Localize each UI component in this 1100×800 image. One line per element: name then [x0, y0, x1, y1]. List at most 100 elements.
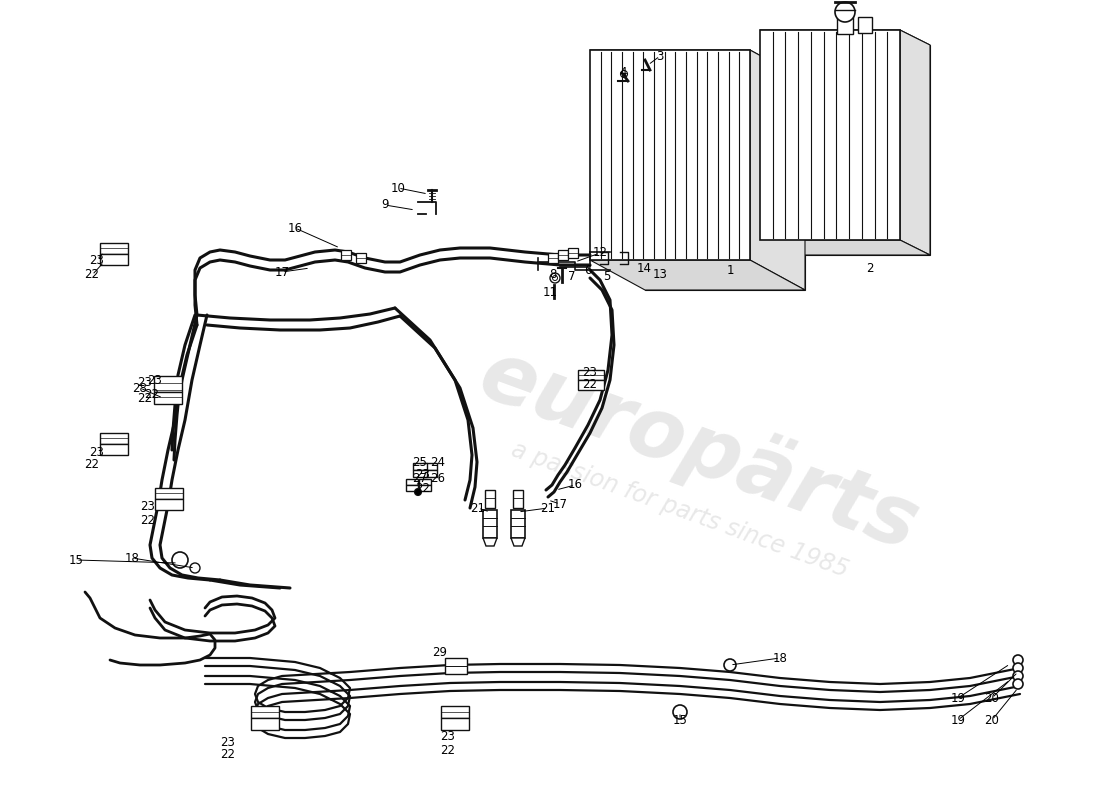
Text: 22: 22 [85, 269, 99, 282]
Bar [341, 250, 351, 260]
Text: 13: 13 [652, 267, 668, 281]
Circle shape [835, 2, 855, 22]
Polygon shape [483, 538, 497, 546]
Text: 22: 22 [141, 514, 155, 526]
Text: 7: 7 [569, 270, 575, 283]
Bar [419, 479, 431, 485]
Text: 15: 15 [672, 714, 688, 726]
Text: 21: 21 [540, 502, 556, 514]
Text: 2: 2 [867, 262, 873, 274]
Text: 23: 23 [89, 446, 104, 458]
Circle shape [190, 563, 200, 573]
Text: europärts: europärts [470, 333, 931, 567]
Text: 23: 23 [138, 375, 153, 389]
Bar [424, 470, 437, 477]
Text: 6: 6 [584, 263, 592, 277]
Text: 26: 26 [430, 471, 446, 485]
Text: 23: 23 [221, 735, 235, 749]
Text: 23: 23 [441, 730, 455, 743]
Text: 20: 20 [984, 691, 1000, 705]
Text: 21: 21 [471, 502, 485, 514]
Text: 16: 16 [568, 478, 583, 491]
Text: 23: 23 [583, 366, 597, 378]
Bar [155, 499, 183, 510]
Bar [441, 718, 469, 730]
Bar [419, 485, 431, 491]
Bar [406, 485, 418, 491]
Circle shape [1013, 679, 1023, 689]
Text: 11: 11 [542, 286, 558, 298]
Bar [446, 658, 468, 674]
Text: 23: 23 [147, 374, 163, 386]
Text: 17: 17 [275, 266, 289, 278]
Text: 18: 18 [772, 651, 788, 665]
Bar [412, 463, 427, 470]
Text: 22: 22 [416, 482, 430, 494]
Text: 22: 22 [85, 458, 99, 471]
Bar [406, 479, 418, 485]
Text: 12: 12 [593, 246, 607, 259]
Text: 24: 24 [430, 455, 446, 469]
Polygon shape [750, 50, 805, 290]
Text: 17: 17 [552, 498, 568, 510]
Circle shape [1013, 655, 1023, 665]
Text: 22: 22 [583, 378, 597, 391]
Bar [578, 370, 604, 380]
Polygon shape [645, 80, 805, 290]
Polygon shape [760, 30, 930, 45]
Bar [513, 490, 522, 508]
Text: 4: 4 [619, 66, 627, 78]
Circle shape [1013, 671, 1023, 681]
Text: 3: 3 [657, 50, 663, 62]
Polygon shape [790, 45, 930, 255]
Polygon shape [590, 50, 750, 260]
Bar [251, 706, 279, 718]
Circle shape [724, 659, 736, 671]
Circle shape [550, 273, 560, 283]
Bar [154, 392, 182, 404]
Circle shape [1013, 663, 1023, 673]
Text: 23: 23 [141, 499, 155, 513]
Bar [356, 253, 366, 263]
Circle shape [415, 489, 421, 495]
Bar [858, 17, 872, 33]
Polygon shape [512, 538, 525, 546]
Polygon shape [760, 30, 900, 240]
Text: 28: 28 [133, 382, 147, 394]
Bar [100, 254, 128, 265]
Bar [578, 380, 604, 390]
Text: 15: 15 [68, 554, 84, 566]
Text: 23: 23 [416, 467, 430, 481]
Text: 8: 8 [549, 269, 557, 282]
Bar [155, 488, 183, 499]
Bar [483, 510, 497, 538]
Text: 25: 25 [412, 455, 428, 469]
Bar [485, 490, 495, 508]
Text: 23: 23 [89, 254, 104, 266]
Text: 5: 5 [603, 270, 611, 283]
Bar [154, 376, 182, 392]
Text: 18: 18 [124, 551, 140, 565]
Text: 9: 9 [382, 198, 388, 211]
Circle shape [673, 705, 688, 719]
Bar [100, 433, 128, 444]
Text: 27: 27 [412, 471, 428, 485]
Text: 20: 20 [984, 714, 1000, 726]
Polygon shape [590, 260, 805, 290]
Bar [424, 463, 437, 470]
Bar [100, 243, 128, 254]
Bar [548, 253, 558, 263]
Bar [512, 510, 525, 538]
Text: 10: 10 [390, 182, 406, 194]
Text: 19: 19 [950, 691, 966, 705]
Text: 22: 22 [220, 749, 235, 762]
Polygon shape [900, 30, 930, 255]
Polygon shape [590, 50, 805, 80]
Bar [441, 706, 469, 718]
Bar [558, 250, 568, 260]
Text: 22: 22 [440, 743, 455, 757]
Bar [100, 444, 128, 455]
Bar [412, 470, 427, 477]
Bar [568, 248, 578, 258]
Polygon shape [760, 240, 930, 255]
